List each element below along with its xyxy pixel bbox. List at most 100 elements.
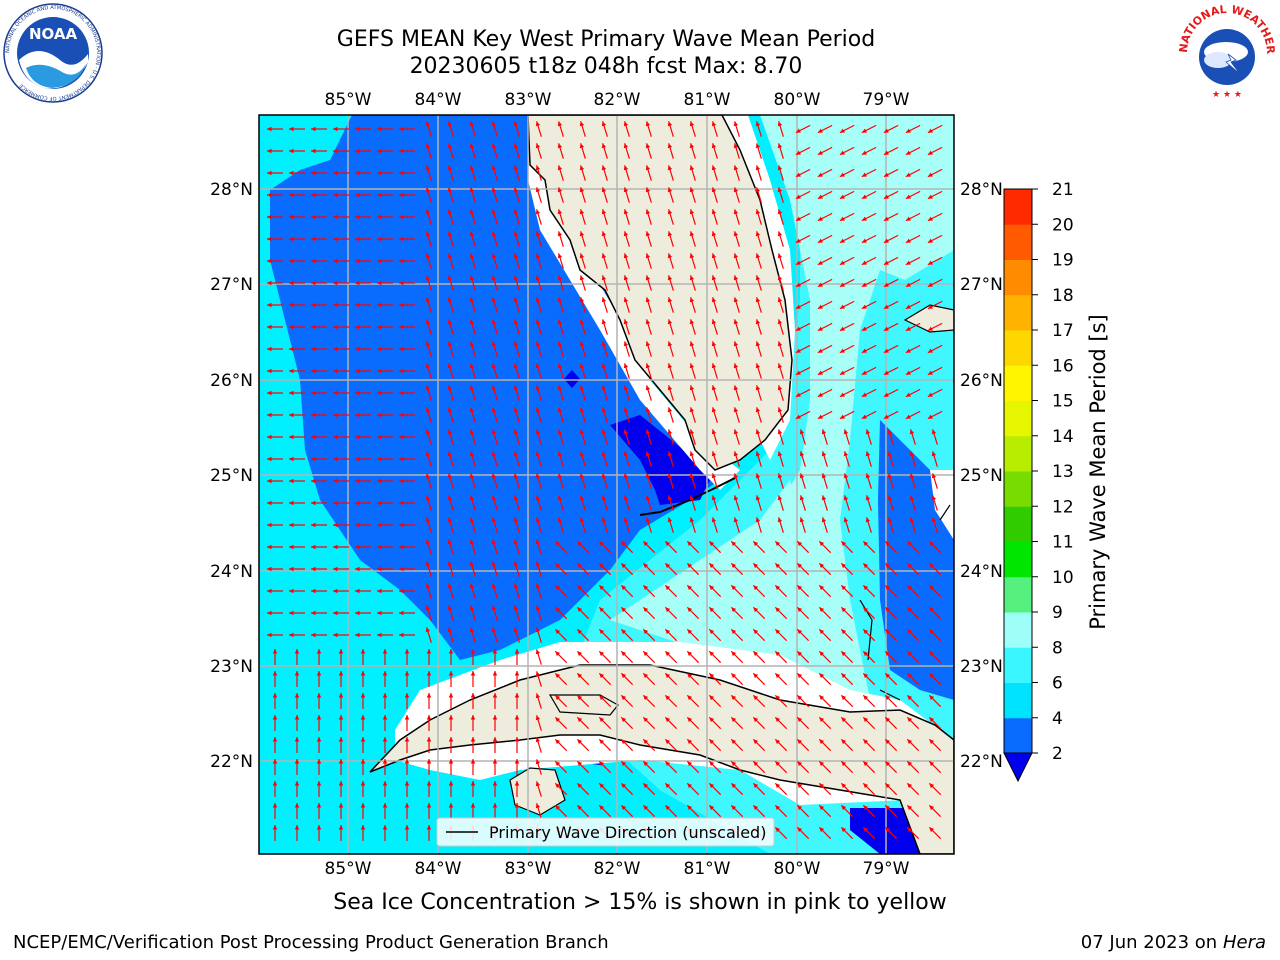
wave-arrow-head	[557, 363, 563, 369]
wave-arrow-head	[863, 783, 869, 789]
wave-arrow-head	[425, 165, 431, 171]
wave-arrow-head	[689, 385, 695, 391]
wave-arrow-head	[667, 341, 673, 347]
wave-arrow-head	[333, 324, 338, 330]
wave-arrow-head	[447, 385, 453, 391]
wave-arrow-head	[448, 759, 454, 764]
wave-arrow-head	[665, 563, 671, 569]
wave-arrow-head	[689, 297, 695, 303]
wave-arrow-head	[514, 693, 520, 698]
wave-arrow-head	[667, 473, 673, 479]
footer-date: 07 Jun 2023 on Hera	[1081, 932, 1266, 953]
wave-arrow-head	[711, 341, 717, 347]
wave-arrow-head	[267, 544, 272, 550]
wave-arrow-head	[267, 522, 272, 528]
wave-arrow-head	[755, 517, 761, 523]
wave-arrow-head	[689, 495, 695, 501]
wave-arrow-head	[753, 629, 759, 635]
wave-arrow-head	[579, 385, 585, 391]
wave-arrow-head	[863, 717, 869, 723]
wave-arrow-head	[929, 629, 935, 635]
wave-arrow-head	[775, 673, 781, 679]
wave-arrow-head	[775, 805, 781, 811]
wave-arrow-head	[841, 695, 847, 701]
wave-arrow-head	[333, 500, 338, 506]
lat-label-right: 26°N	[960, 371, 1003, 391]
wave-arrow-head	[841, 783, 847, 789]
wave-arrow-head	[731, 651, 737, 657]
wave-arrow-head	[491, 121, 497, 127]
wave-arrow-head	[448, 671, 454, 676]
wave-arrow-head	[905, 414, 911, 419]
wave-arrow-head	[795, 282, 801, 287]
wave-arrow-head	[861, 326, 867, 331]
wave-arrow-head	[887, 473, 893, 479]
wave-arrow-head	[643, 585, 649, 591]
wave-arrow-head	[555, 739, 561, 745]
wave-arrow-head	[601, 341, 607, 347]
colorbar-band	[1004, 576, 1032, 613]
wave-arrow-head	[311, 368, 316, 374]
wave-arrow-head	[865, 473, 871, 479]
wave-arrow-head	[687, 651, 693, 657]
wave-arrow-head	[355, 236, 360, 242]
wave-arrow-head	[795, 128, 801, 133]
wave-arrow-head	[557, 165, 563, 171]
wave-arrow-head	[514, 715, 520, 720]
wave-arrow-head	[927, 150, 933, 155]
wave-arrow-head	[447, 275, 453, 281]
wave-arrow-head	[667, 253, 673, 259]
wave-arrow-head	[469, 627, 475, 633]
wave-arrow-head	[709, 761, 715, 767]
wave-arrow-head	[557, 121, 563, 127]
wave-arrow-head	[905, 304, 911, 309]
wave-arrow-head	[687, 783, 693, 789]
wave-arrow-head	[623, 319, 629, 325]
wave-arrow-head	[448, 737, 454, 742]
wave-arrow-head	[795, 150, 801, 155]
wave-arrow-head	[731, 761, 737, 767]
wave-field-deep-keys	[610, 415, 710, 505]
wave-arrow-head	[861, 216, 867, 221]
wave-arrow-head	[333, 126, 338, 132]
wave-arrow-head	[709, 695, 715, 701]
wave-arrow-head	[819, 695, 825, 701]
wave-arrow-head	[557, 451, 563, 457]
wave-arrow-head	[311, 324, 316, 330]
wave-arrow-head	[272, 759, 278, 764]
wave-arrow-head	[491, 363, 497, 369]
wave-arrow-head	[399, 390, 404, 396]
wave-arrow-head	[645, 319, 651, 325]
wave-arrow-head	[338, 825, 344, 830]
lat-label-left: 26°N	[210, 371, 253, 391]
wave-arrow-head	[535, 143, 541, 149]
wave-arrow-head	[360, 781, 366, 786]
wave-arrow-head	[863, 563, 869, 569]
wave-arrow-head	[753, 651, 759, 657]
wave-arrow-head	[267, 170, 272, 176]
wave-arrow-head	[861, 348, 867, 353]
wave-arrow-head	[447, 341, 453, 347]
wave-arrow-head	[731, 563, 737, 569]
wave-arrow-head	[535, 385, 541, 391]
wave-arrow-head	[733, 275, 739, 281]
wave-arrow-head	[623, 187, 629, 193]
wave-arrow-head	[426, 825, 432, 830]
wave-arrow-head	[425, 583, 431, 589]
wave-arrow-head	[404, 781, 410, 786]
wave-arrow-head	[753, 541, 759, 547]
wave-arrow-head	[579, 275, 585, 281]
wave-arrow-head	[841, 805, 847, 811]
wave-arrow-head	[377, 214, 382, 220]
lat-label-left: 25°N	[210, 466, 253, 486]
wave-arrow-head	[577, 629, 583, 635]
colorbar-band	[1004, 541, 1032, 578]
wave-arrow-head	[469, 583, 475, 589]
legend-label: Primary Wave Direction (unscaled)	[489, 823, 766, 842]
wave-arrow-head	[929, 761, 935, 767]
wave-arrow-head	[267, 148, 272, 154]
wave-arrow-head	[555, 585, 561, 591]
wave-arrow-head	[579, 517, 585, 523]
wave-arrow-head	[817, 414, 823, 419]
wave-arrow-head	[907, 541, 913, 547]
